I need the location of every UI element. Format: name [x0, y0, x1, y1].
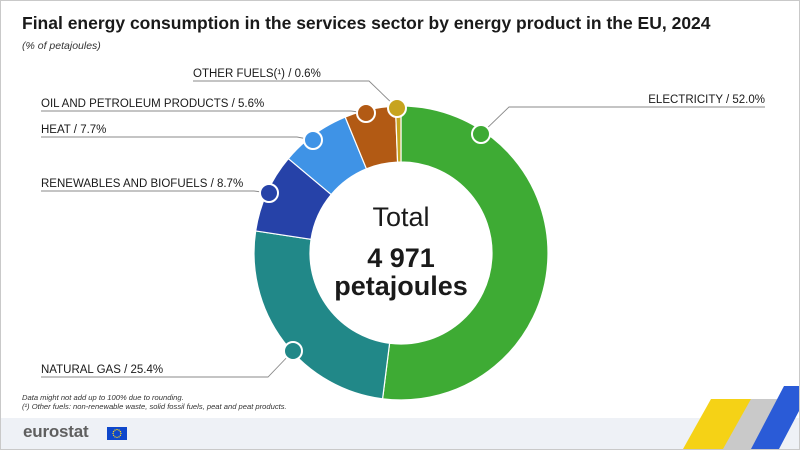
- eurostat-logo: eurostat: [23, 422, 89, 441]
- data-label-oil-and-petroleum-products: OIL AND PETROLEUM PRODUCTS / 5.6%: [41, 98, 264, 110]
- decor-stripe-blue: [751, 386, 799, 449]
- footnote-other-fuels: (¹) Other fuels: non-renewable waste, so…: [22, 402, 287, 411]
- leader-line-other-fuels: [193, 80, 398, 109]
- label-marker-renewables-and-biofuels: [259, 183, 279, 203]
- data-label-renewables-and-biofuels: RENEWABLES AND BIOFUELS / 8.7%: [41, 178, 243, 190]
- footer-bar: [1, 418, 799, 449]
- leader-line-electricity: [480, 106, 765, 135]
- eu-flag-icon: [107, 427, 127, 440]
- data-label-electricity: ELECTRICITY / 52.0%: [648, 94, 765, 106]
- data-label-other-fuels: OTHER FUELS(¹) / 0.6%: [193, 68, 321, 80]
- chart-subtitle: (% of petajoules): [22, 40, 101, 52]
- data-label-natural-gas: NATURAL GAS / 25.4%: [41, 364, 163, 376]
- center-total-value: 4 971: [367, 243, 435, 273]
- label-marker-heat: [303, 130, 323, 150]
- center-total-unit: petajoules: [334, 271, 468, 301]
- label-marker-other-fuels: [387, 98, 407, 118]
- donut-slice-natural-gas: [253, 230, 391, 400]
- label-marker-electricity: [471, 124, 491, 144]
- decor-stripe-grey: [723, 399, 781, 449]
- footnotes: Data might not add up to 100% due to rou…: [22, 393, 287, 411]
- decor-stripe-yellow: [683, 399, 753, 449]
- donut-slice-electricity: [381, 105, 549, 401]
- label-marker-natural-gas: [283, 341, 303, 361]
- data-label-heat: HEAT / 7.7%: [41, 124, 106, 136]
- label-marker-oil-and-petroleum-products: [356, 103, 376, 123]
- footnote-rounding: Data might not add up to 100% due to rou…: [22, 393, 184, 402]
- center-total-label: Total: [372, 202, 429, 232]
- chart-title: Final energy consumption in the services…: [22, 13, 711, 33]
- leader-line-natural-gas: [41, 350, 294, 378]
